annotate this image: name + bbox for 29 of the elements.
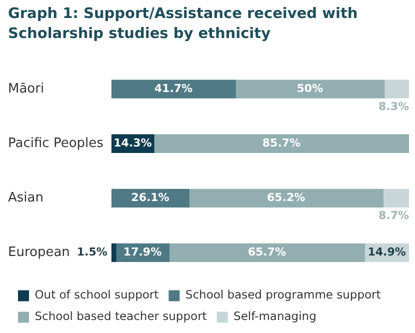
data-label: 85.7% bbox=[262, 136, 301, 150]
bar bbox=[384, 80, 409, 98]
data-label: 8.3% bbox=[378, 100, 409, 113]
data-label: 17.9% bbox=[123, 246, 162, 259]
bar bbox=[111, 243, 116, 262]
bar bbox=[382, 188, 409, 208]
chart-title: Graph 1: Support/Assistance received with Scholarship studies by ethnicity bbox=[8, 5, 359, 44]
bar bbox=[235, 80, 385, 98]
y-tick-label: Asian bbox=[8, 190, 44, 206]
data-label: 65.2% bbox=[267, 191, 306, 204]
bar bbox=[188, 188, 384, 208]
bar bbox=[154, 134, 409, 153]
data-label: 26.1% bbox=[131, 191, 170, 204]
data-label: 1.5% bbox=[76, 246, 108, 259]
bar bbox=[168, 243, 365, 262]
bar bbox=[111, 80, 236, 98]
y-tick-label: Māori bbox=[8, 81, 44, 96]
data-label: 50% bbox=[296, 82, 324, 95]
data-label: 65.7% bbox=[248, 246, 286, 259]
legend-label: Self-managing bbox=[234, 309, 316, 324]
y-tick-label: Pacific Peoples bbox=[8, 136, 104, 151]
data-label: 14.3% bbox=[114, 136, 152, 150]
legend-label: School based programme support bbox=[185, 288, 382, 302]
y-tick-label: European bbox=[8, 245, 70, 260]
legend-label: School based teacher support bbox=[34, 309, 208, 324]
legend-label: Out of school support bbox=[34, 288, 160, 302]
data-label: 8.7% bbox=[378, 209, 409, 222]
data-label: 41.7% bbox=[154, 82, 193, 95]
data-label: 14.9% bbox=[368, 246, 406, 259]
